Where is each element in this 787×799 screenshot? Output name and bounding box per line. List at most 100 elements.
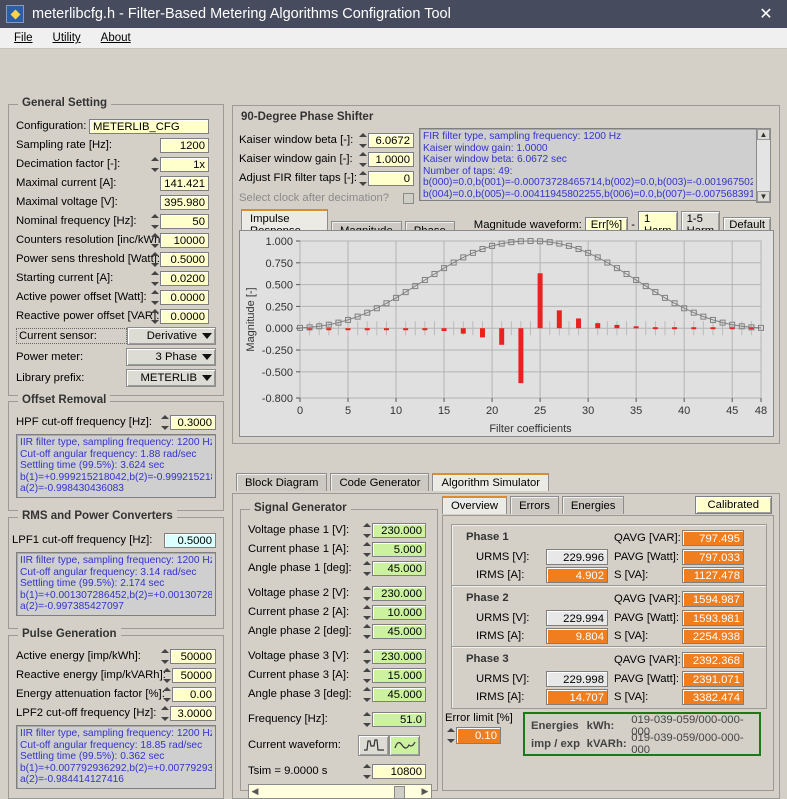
spinner-current-p1[interactable] xyxy=(361,541,372,557)
spinner-current-p2[interactable] xyxy=(361,604,372,620)
input-current-p3[interactable]: 15.000 xyxy=(372,667,426,683)
scroll-left-icon[interactable]: ◀ xyxy=(251,786,259,796)
input-voltage-p3[interactable]: 230.000 xyxy=(372,648,426,664)
field-row-lpf2-cutoff: LPF2 cut-off frequency [Hz]: 3.0000 xyxy=(16,704,216,722)
spinner-angle-p3[interactable] xyxy=(361,686,372,702)
input-error-limit[interactable]: 0.10 xyxy=(456,727,501,744)
scroll-right-icon[interactable]: ▶ xyxy=(421,786,429,796)
menu-item-about[interactable]: About xyxy=(91,30,141,46)
spinner-active-power-offset[interactable] xyxy=(149,289,160,305)
input-angle-p3[interactable]: 45.000 xyxy=(372,686,426,702)
distorted-wave-icon xyxy=(363,739,384,751)
input-active-energy[interactable]: 50000 xyxy=(170,648,216,664)
spinner-active-energy[interactable] xyxy=(159,648,170,664)
input-reactive-power-offset[interactable]: 0.0000 xyxy=(160,308,209,324)
scroll-up-icon[interactable]: ▲ xyxy=(757,129,770,140)
input-nominal-frequency[interactable]: 50 xyxy=(160,213,209,229)
fir-info-scrollbar[interactable]: ▲ ▼ xyxy=(756,128,771,203)
tab-code-generator[interactable]: Code Generator xyxy=(330,473,430,491)
spinner-current-p3[interactable] xyxy=(361,667,372,683)
spinner-voltage-p3[interactable] xyxy=(361,648,372,664)
input-hpf-cutoff[interactable]: 0.3000 xyxy=(170,414,216,430)
phase-3-title: Phase 3 xyxy=(466,653,509,665)
dropdown-power-meter[interactable]: 3 Phase xyxy=(125,348,216,366)
input-voltage-p1[interactable]: 230.000 xyxy=(372,522,426,538)
input-decimation-factor[interactable]: 1x xyxy=(160,156,209,172)
input-lpf1-cutoff[interactable]: 0.5000 xyxy=(164,532,216,548)
spinner-power-sens-threshold[interactable] xyxy=(149,251,160,267)
field-row-kaiser-beta: Kaiser window beta [-]: 6.0672 xyxy=(239,131,414,149)
label-kvarh: kVARh: xyxy=(586,738,627,750)
input-angle-p1[interactable]: 45.000 xyxy=(372,560,426,576)
input-angle-p2[interactable]: 45.000 xyxy=(372,623,426,639)
field-row-voltage-p2: Voltage phase 2 [V]: 230.000 xyxy=(248,584,430,602)
input-power-sens-threshold[interactable]: 0.5000 xyxy=(160,251,209,267)
spinner-angle-p1[interactable] xyxy=(361,560,372,576)
spinner-angle-p2[interactable] xyxy=(361,623,372,639)
button-default[interactable]: Default xyxy=(723,217,771,233)
dropdown-library-prefix[interactable]: METERLIB xyxy=(125,369,216,387)
spinner-starting-current[interactable] xyxy=(149,270,160,286)
input-frequency[interactable]: 51.0 xyxy=(372,711,426,727)
label-decimation-factor: Decimation factor [-]: xyxy=(16,158,121,170)
input-current-p1[interactable]: 5.000 xyxy=(372,541,426,557)
svg-text:Filter coefficients: Filter coefficients xyxy=(489,423,572,435)
spinner-tsim[interactable] xyxy=(361,763,372,779)
spinner-fir-taps[interactable] xyxy=(357,170,368,186)
input-tsim[interactable]: 10800 xyxy=(372,763,426,779)
input-starting-current[interactable]: 0.0200 xyxy=(160,270,209,286)
input-energy-attenuation[interactable]: 0.00 xyxy=(172,686,216,702)
label-lpf1-cutoff: LPF1 cut-off frequency [Hz]: xyxy=(12,534,153,546)
input-counters-resolution[interactable]: 10000 xyxy=(160,232,209,248)
input-maximal-current[interactable]: 141.421 xyxy=(160,175,209,191)
info-line: b(1)=+0.999215218042,b(2)=-0.99921521804… xyxy=(20,471,212,483)
spinner-decimation-factor[interactable] xyxy=(149,156,160,172)
general-setting-group: General Setting Configuration: METERLIB_… xyxy=(8,97,224,396)
input-lpf2-cutoff[interactable]: 3.0000 xyxy=(170,705,216,721)
tab-overview[interactable]: Overview xyxy=(442,496,508,514)
label-maximal-current: Maximal current [A]: xyxy=(16,177,117,189)
spinner-counters-resolution[interactable] xyxy=(149,232,160,248)
spinner-hpf-cutoff[interactable] xyxy=(159,414,170,430)
input-maximal-voltage[interactable]: 395.980 xyxy=(160,194,209,210)
input-voltage-p2[interactable]: 230.000 xyxy=(372,585,426,601)
spinner-error-limit[interactable] xyxy=(445,728,456,743)
input-fir-taps[interactable]: 0 xyxy=(368,170,414,186)
menu-item-file[interactable]: File xyxy=(4,30,43,46)
button-distorted-wave[interactable] xyxy=(358,734,389,756)
tab-algorithm-simulator[interactable]: Algorithm Simulator xyxy=(432,473,550,491)
spinner-frequency[interactable] xyxy=(361,711,372,727)
input-kaiser-gain[interactable]: 1.0000 xyxy=(368,151,414,167)
input-configuration[interactable]: METERLIB_CFG xyxy=(89,118,209,134)
scroll-down-icon[interactable]: ▼ xyxy=(757,191,770,202)
scrollbar-thumb[interactable] xyxy=(394,786,405,799)
close-icon[interactable]: ✕ xyxy=(759,6,773,23)
spinner-kaiser-gain[interactable] xyxy=(357,151,368,167)
spinner-voltage-p1[interactable] xyxy=(361,522,372,538)
svg-text:5: 5 xyxy=(345,405,351,417)
tsim-scrollbar[interactable]: ◀ ▶ xyxy=(248,784,432,799)
field-row-voltage-p3: Voltage phase 3 [V]: 230.000 xyxy=(248,647,430,665)
spinner-energy-attenuation[interactable] xyxy=(161,686,172,702)
spinner-reactive-energy[interactable] xyxy=(161,667,172,683)
field-row-starting-current: Starting current [A]: 0.0200 xyxy=(16,269,216,287)
spinner-voltage-p2[interactable] xyxy=(361,585,372,601)
spinner-lpf2-cutoff[interactable] xyxy=(159,705,170,721)
tab-energies[interactable]: Energies xyxy=(561,496,625,514)
input-kaiser-beta[interactable]: 6.0672 xyxy=(368,132,414,148)
menu-item-utility[interactable]: Utility xyxy=(43,30,91,46)
button-sine-wave[interactable] xyxy=(389,734,420,756)
checkbox-select-clock[interactable] xyxy=(403,192,414,204)
tab-errors[interactable]: Errors xyxy=(510,496,559,514)
impulse-response-chart[interactable]: 1.000 0.750 0.500 0.250 0.000 -0.250 -0.500 -0.… xyxy=(239,230,774,437)
input-current-p2[interactable]: 10.000 xyxy=(372,604,426,620)
input-reactive-energy[interactable]: 50000 xyxy=(172,667,216,683)
input-sampling-rate[interactable]: 1200 xyxy=(160,137,209,153)
tab-block-diagram[interactable]: Block Diagram xyxy=(236,473,328,491)
input-active-power-offset[interactable]: 0.0000 xyxy=(160,289,209,305)
svg-text:30: 30 xyxy=(582,405,594,417)
spinner-nominal-frequency[interactable] xyxy=(149,213,160,229)
spinner-reactive-power-offset[interactable] xyxy=(149,308,160,324)
spinner-kaiser-beta[interactable] xyxy=(357,132,368,148)
dropdown-current-sensor[interactable]: Derivative xyxy=(126,327,216,345)
